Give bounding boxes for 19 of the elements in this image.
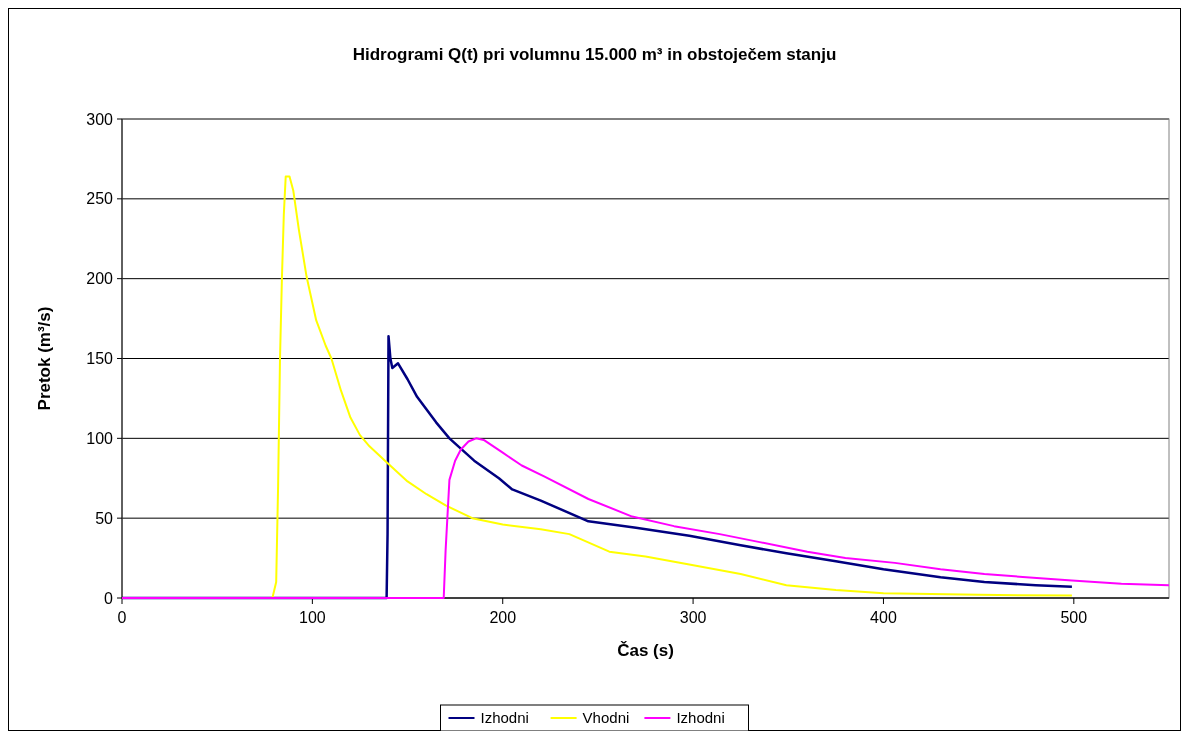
y-tick-label: 300 xyxy=(86,110,114,128)
y-tick-label: 250 xyxy=(86,190,114,208)
x-axis-title: Čas (s) xyxy=(617,641,674,660)
x-tick-label: 300 xyxy=(679,609,707,626)
y-tick-label: 200 xyxy=(86,270,114,288)
y-tick-label: 0 xyxy=(104,589,114,607)
x-tick-label: 200 xyxy=(489,609,517,626)
legend-label: Vhodni xyxy=(582,709,630,727)
legend-label: Izhodni xyxy=(676,709,725,727)
chart-title: Hidrogrami Q(t) pri volumnu 15.000 m³ in obstoječem stanju xyxy=(352,45,837,64)
x-tick-label: 500 xyxy=(1060,609,1088,626)
legend-label: Izhodni xyxy=(480,709,529,727)
y-tick-label: 100 xyxy=(86,429,114,447)
x-tick-label: 100 xyxy=(299,609,326,626)
x-tick-label: 400 xyxy=(870,609,897,626)
y-axis-title: Pretok (m³/s) xyxy=(35,306,54,411)
y-tick-label: 150 xyxy=(86,350,114,368)
y-tick-label: 50 xyxy=(95,509,114,527)
x-tick-label: 0 xyxy=(117,609,127,626)
